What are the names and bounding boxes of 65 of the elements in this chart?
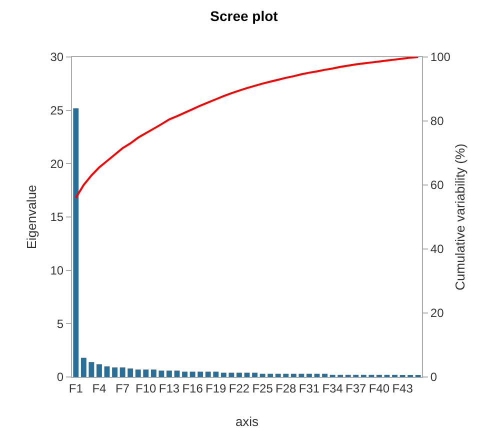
- bar: [104, 366, 110, 377]
- y-tick-label: 10: [50, 264, 64, 278]
- y-tick-label: 30: [50, 50, 64, 64]
- bar: [290, 374, 296, 377]
- bar: [298, 374, 304, 377]
- x-tick-label: F1: [68, 381, 84, 396]
- x-tick-label: F7: [116, 381, 130, 396]
- y-tick-label: 20: [50, 156, 64, 171]
- bar: [166, 370, 172, 377]
- x-tick-label: F28: [276, 381, 297, 396]
- y-tick-label: 5: [56, 316, 64, 331]
- bar: [80, 358, 86, 377]
- y2-tick-label: 60: [430, 178, 444, 192]
- bar: [236, 372, 242, 377]
- line-series: [74, 57, 420, 199]
- y2-tick-label: 40: [430, 242, 444, 256]
- x-tick-label: F16: [182, 381, 204, 396]
- bar: [182, 372, 188, 377]
- x-tick-label: F19: [206, 381, 227, 396]
- bar: [135, 370, 141, 377]
- bar: [268, 374, 274, 377]
- bar: [174, 370, 180, 377]
- bar: [190, 372, 196, 377]
- chart-title: Scree plot: [210, 8, 278, 24]
- x-tick-label: F34: [322, 381, 344, 396]
- y-tick-label: 15: [50, 210, 64, 224]
- bar: [260, 374, 266, 377]
- bar: [88, 362, 94, 377]
- y2-tick-label: 0: [430, 370, 438, 384]
- bar: [228, 372, 234, 377]
- x-tick-label: F25: [252, 381, 274, 396]
- bar: [120, 367, 126, 377]
- bar: [213, 372, 219, 377]
- bar: [158, 370, 164, 377]
- bar: [112, 367, 118, 377]
- x-tick-label: F10: [136, 381, 157, 396]
- y2-axis-title: Cumulative variability (%): [452, 144, 468, 290]
- bar: [96, 364, 102, 377]
- bar: [198, 372, 204, 377]
- bar: [205, 372, 211, 377]
- bar: [73, 108, 79, 377]
- bar: [283, 374, 289, 377]
- x-tick-label: F40: [368, 381, 390, 396]
- y2-tick-label: 100: [430, 50, 451, 64]
- bar: [306, 374, 312, 377]
- bar: [322, 374, 328, 377]
- x-tick-label: F4: [92, 381, 107, 396]
- bar: [143, 370, 149, 377]
- y2-tick-label: 80: [430, 114, 444, 128]
- bar: [252, 372, 258, 377]
- y2-tick-label: 20: [430, 306, 444, 320]
- bar: [128, 368, 134, 377]
- y-axis-title: Eigenvalue: [24, 184, 39, 250]
- x-tick-label: F22: [228, 381, 250, 396]
- x-tick-label: F37: [346, 381, 367, 396]
- y-tick-label: 0: [56, 370, 64, 384]
- y-tick-label: 25: [50, 104, 64, 118]
- x-tick-label: F31: [298, 381, 320, 396]
- bar: [244, 372, 250, 377]
- x-tick-label: F13: [158, 381, 180, 396]
- bar: [275, 374, 281, 377]
- bar: [220, 372, 226, 377]
- x-axis-title: axis: [235, 414, 260, 429]
- bar: [150, 370, 156, 377]
- x-tick-label: F43: [392, 381, 414, 396]
